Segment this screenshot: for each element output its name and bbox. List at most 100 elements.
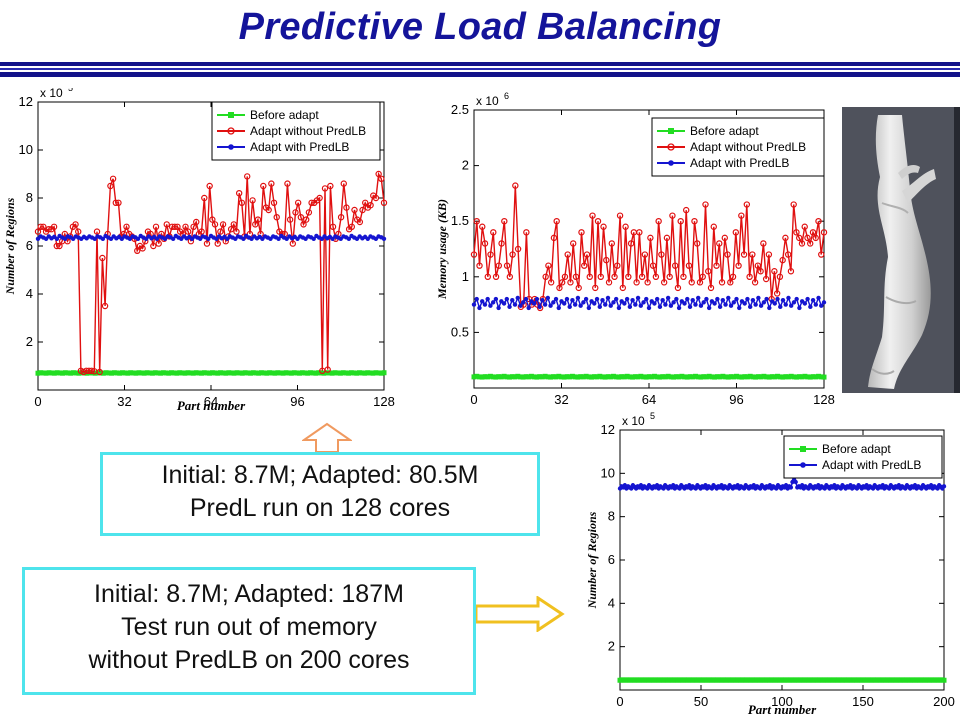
data-point [327, 182, 334, 190]
data-point [209, 216, 216, 223]
data-point [515, 373, 521, 379]
data-point [211, 221, 219, 228]
data-point [372, 194, 380, 202]
data-point [261, 370, 267, 376]
data-point [38, 370, 44, 376]
data-point [674, 284, 682, 292]
data-point [60, 370, 66, 376]
data-point [54, 370, 60, 376]
data-point [496, 374, 502, 380]
x-tick-label: 64 [204, 394, 218, 409]
data-point [523, 374, 529, 380]
data-point [136, 370, 142, 376]
data-point [721, 234, 728, 242]
data-point [693, 486, 698, 491]
data-point [551, 300, 556, 305]
data-point [818, 251, 825, 258]
data-point [793, 479, 798, 485]
data-point [45, 225, 52, 233]
data-point [507, 304, 512, 310]
data-point [220, 370, 226, 376]
data-point [705, 268, 712, 275]
data-point [144, 370, 150, 376]
data-point [745, 296, 750, 302]
data-point [559, 374, 564, 380]
data-point [660, 297, 665, 303]
data-point [484, 273, 491, 280]
data-point [482, 374, 488, 380]
data-point [619, 374, 625, 380]
data-point [204, 370, 210, 376]
data-point [630, 297, 635, 303]
data-point [542, 302, 548, 307]
data-point [35, 370, 41, 376]
data-point [550, 234, 558, 242]
title-rule-top [0, 62, 960, 66]
data-point [534, 374, 540, 380]
data-point [340, 180, 347, 187]
y-tick-label: 10 [601, 465, 615, 480]
data-point [762, 275, 770, 283]
data-point [542, 373, 548, 379]
data-point [310, 370, 316, 376]
data-point [512, 182, 519, 189]
data-point [765, 251, 773, 258]
data-point [280, 370, 286, 376]
data-point [226, 370, 232, 376]
data-point [706, 305, 712, 311]
legend-swatch-marker [227, 127, 235, 135]
y-tick-label: 1.5 [451, 213, 469, 228]
data-point [498, 240, 505, 247]
data-point [273, 213, 280, 221]
data-point [356, 218, 364, 226]
data-point [250, 370, 256, 376]
chart-legend: Before adapt Adapt without PredLB Adapt wi… [651, 117, 825, 177]
data-point [649, 374, 655, 380]
data-point [252, 221, 259, 228]
data-point [490, 374, 496, 380]
data-point [790, 201, 797, 208]
data-point [613, 296, 619, 302]
x-tick-label: 0 [470, 392, 477, 407]
data-point [556, 284, 563, 292]
data-point [370, 370, 376, 376]
data-point [510, 297, 515, 303]
data-point [586, 273, 593, 280]
data-point [182, 223, 189, 230]
data-point [694, 240, 701, 247]
data-point [115, 199, 122, 207]
data-point [668, 303, 674, 308]
data-point [106, 370, 112, 376]
chart-legend: Before adapt Adapt with PredLB [783, 435, 943, 479]
data-point [756, 295, 761, 301]
data-point [608, 303, 613, 308]
data-point [611, 300, 616, 305]
data-point [791, 374, 797, 380]
data-point [575, 284, 582, 292]
data-point [201, 370, 207, 376]
legend-swatch-marker [800, 446, 806, 452]
data-point [235, 189, 243, 197]
x-tick-label: 0 [34, 394, 41, 409]
data-point [619, 284, 627, 292]
data-point [198, 370, 204, 376]
data-point [583, 251, 591, 258]
data-point [704, 296, 709, 302]
data-point [198, 228, 205, 235]
data-point [760, 240, 767, 247]
data-point [710, 223, 717, 230]
data-point [561, 273, 569, 280]
data-point [297, 370, 303, 376]
y-tick-label: 2 [26, 334, 33, 349]
data-point [742, 301, 747, 306]
data-point [652, 301, 657, 306]
data-point [570, 240, 577, 247]
legend-entry: Before adapt [250, 108, 319, 122]
data-point [378, 175, 385, 183]
data-point [518, 303, 523, 308]
data-point [238, 199, 246, 207]
data-point [256, 370, 262, 376]
data-point [498, 374, 504, 380]
data-point [477, 305, 482, 311]
data-point [73, 370, 79, 376]
